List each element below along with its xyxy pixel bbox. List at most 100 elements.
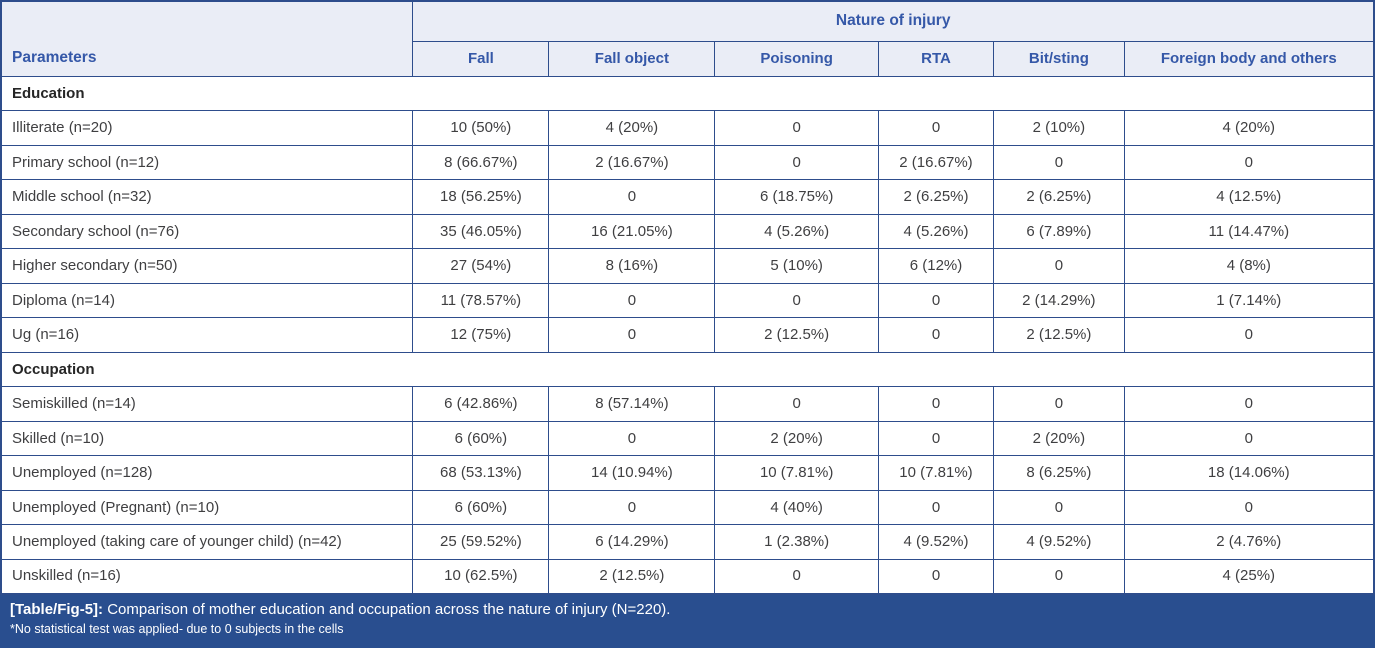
cell-value: 0 — [548, 420, 716, 456]
column-header-fall-object: Fall object — [548, 40, 716, 77]
cell-value: 8 (6.25%) — [993, 455, 1125, 491]
row-label: Ug (n=16) — [0, 317, 414, 353]
cell-value: 0 — [548, 282, 716, 318]
cell-value: 8 (66.67%) — [412, 144, 550, 180]
cell-value: 0 — [714, 282, 879, 318]
table-row: Skilled (n=10) 6 (60%) 0 2 (20%) 0 2 (20… — [0, 420, 1375, 456]
header-row-columns: Fall Fall object Poisoning RTA Bit/sting… — [1, 40, 1375, 77]
table-row: Semiskilled (n=14) 6 (42.86%) 8 (57.14%)… — [0, 386, 1375, 422]
cell-value: 0 — [714, 386, 879, 422]
cell-value: 0 — [714, 110, 879, 146]
cell-value: 27 (54%) — [412, 248, 550, 284]
cell-value: 0 — [548, 317, 716, 353]
column-header-fall: Fall — [412, 40, 550, 77]
cell-value: 0 — [993, 386, 1125, 422]
section-title: Education — [0, 75, 1375, 111]
cell-value: 0 — [877, 489, 995, 525]
row-label: Higher secondary (n=50) — [0, 248, 414, 284]
table-row: Diploma (n=14) 11 (78.57%) 0 0 0 2 (14.2… — [0, 282, 1375, 318]
cell-value: 35 (46.05%) — [412, 213, 550, 249]
table-row: Unskilled (n=16) 10 (62.5%) 2 (12.5%) 0 … — [0, 558, 1375, 594]
cell-value: 2 (10%) — [993, 110, 1125, 146]
cell-value: 0 — [877, 420, 995, 456]
cell-value: 14 (10.94%) — [548, 455, 716, 491]
column-header-foreign-body: Foreign body and others — [1123, 40, 1375, 77]
table-row: Ug (n=16) 12 (75%) 0 2 (12.5%) 0 2 (12.5… — [0, 317, 1375, 353]
table-row: Secondary school (n=76) 35 (46.05%) 16 (… — [0, 213, 1375, 249]
cell-value: 0 — [1123, 420, 1375, 456]
row-label: Unemployed (taking care of younger child… — [0, 524, 414, 560]
cell-value: 2 (12.5%) — [714, 317, 879, 353]
caption-tag: [Table/Fig-5]: — [10, 600, 104, 618]
cell-value: 2 (16.67%) — [548, 144, 716, 180]
column-header-parameters: Parameters — [0, 0, 414, 77]
cell-value: 8 (16%) — [548, 248, 716, 284]
cell-value: 18 (14.06%) — [1123, 455, 1375, 491]
table-row: Unemployed (Pregnant) (n=10) 6 (60%) 0 4… — [0, 489, 1375, 525]
cell-value: 0 — [548, 179, 716, 215]
section-row-occupation: Occupation — [0, 351, 1375, 387]
header-row-group: Parameters Nature of injury — [0, 0, 1375, 77]
cell-value: 0 — [993, 489, 1125, 525]
cell-value: 4 (5.26%) — [877, 213, 995, 249]
row-label: Secondary school (n=76) — [0, 213, 414, 249]
cell-value: 0 — [714, 558, 879, 594]
cell-value: 6 (14.29%) — [548, 524, 716, 560]
row-label: Middle school (n=32) — [0, 179, 414, 215]
cell-value: 2 (20%) — [993, 420, 1125, 456]
row-label: Diploma (n=14) — [0, 282, 414, 318]
cell-value: 6 (12%) — [877, 248, 995, 284]
cell-value: 0 — [548, 489, 716, 525]
cell-value: 0 — [1123, 489, 1375, 525]
cell-value: 0 — [877, 282, 995, 318]
cell-value: 12 (75%) — [412, 317, 550, 353]
column-header-rta: RTA — [877, 40, 995, 77]
cell-value: 0 — [993, 144, 1125, 180]
cell-value: 10 (7.81%) — [714, 455, 879, 491]
cell-value: 2 (12.5%) — [993, 317, 1125, 353]
cell-value: 4 (9.52%) — [877, 524, 995, 560]
cell-value: 2 (6.25%) — [993, 179, 1125, 215]
cell-value: 2 (4.76%) — [1123, 524, 1375, 560]
column-group-header-nature-of-injury: Nature of injury — [412, 0, 1375, 42]
cell-value: 2 (6.25%) — [877, 179, 995, 215]
section-row-education: Education — [0, 75, 1375, 111]
cell-value: 0 — [714, 144, 879, 180]
cell-value: 4 (25%) — [1123, 558, 1375, 594]
table-row: Unemployed (n=128) 68 (53.13%) 14 (10.94… — [0, 455, 1375, 491]
cell-value: 0 — [1123, 144, 1375, 180]
cell-value: 4 (8%) — [1123, 248, 1375, 284]
cell-value: 6 (42.86%) — [412, 386, 550, 422]
cell-value: 4 (9.52%) — [993, 524, 1125, 560]
cell-value: 0 — [877, 317, 995, 353]
caption-footnote: *No statistical test was applied- due to… — [10, 621, 344, 636]
table-caption: [Table/Fig-5]: Comparison of mother educ… — [0, 594, 1375, 648]
section-title: Occupation — [0, 351, 1375, 387]
cell-value: 1 (7.14%) — [1123, 282, 1375, 318]
cell-value: 4 (20%) — [1123, 110, 1375, 146]
caption-text: Comparison of mother education and occup… — [107, 600, 671, 618]
cell-value: 4 (20%) — [548, 110, 716, 146]
cell-value: 1 (2.38%) — [714, 524, 879, 560]
cell-value: 0 — [993, 558, 1125, 594]
cell-value: 6 (60%) — [412, 489, 550, 525]
cell-value: 18 (56.25%) — [412, 179, 550, 215]
cell-value: 8 (57.14%) — [548, 386, 716, 422]
cell-value: 10 (62.5%) — [412, 558, 550, 594]
cell-value: 10 (7.81%) — [877, 455, 995, 491]
cell-value: 68 (53.13%) — [412, 455, 550, 491]
cell-value: 11 (78.57%) — [412, 282, 550, 318]
cell-value: 6 (60%) — [412, 420, 550, 456]
row-label: Unskilled (n=16) — [0, 558, 414, 594]
row-label: Primary school (n=12) — [0, 144, 414, 180]
cell-value: 11 (14.47%) — [1123, 213, 1375, 249]
row-label: Unemployed (n=128) — [0, 455, 414, 491]
row-label: Skilled (n=10) — [0, 420, 414, 456]
caption-line: [Table/Fig-5]: Comparison of mother educ… — [10, 600, 1365, 620]
row-label: Semiskilled (n=14) — [0, 386, 414, 422]
cell-value: 6 (7.89%) — [993, 213, 1125, 249]
cell-value: 0 — [993, 248, 1125, 284]
cell-value: 6 (18.75%) — [714, 179, 879, 215]
table-row: Unemployed (taking care of younger child… — [0, 524, 1375, 560]
